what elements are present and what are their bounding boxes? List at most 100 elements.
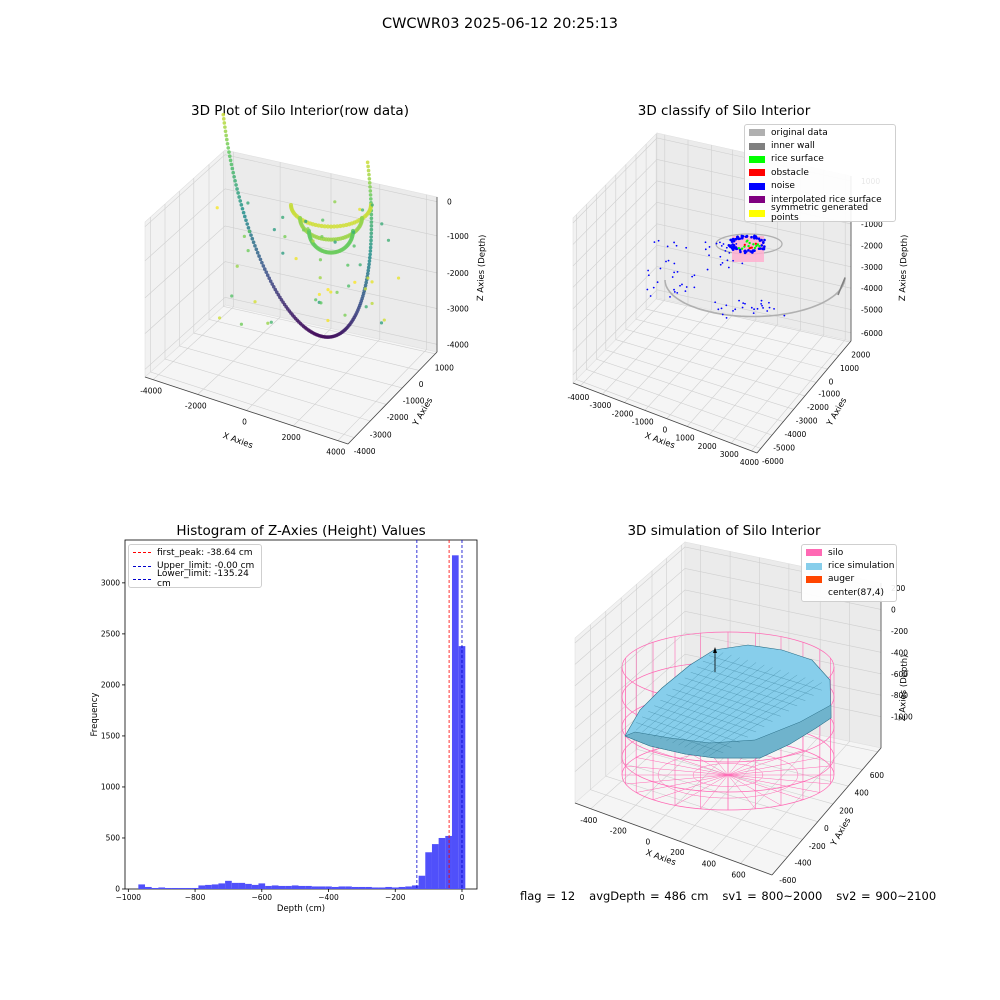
p2-rice-point: [752, 243, 755, 246]
p2-noise-point: [722, 243, 725, 245]
p1-data-point: [368, 185, 372, 189]
silo-floor-spoke: [727, 757, 820, 776]
p4-z-gridline: [574, 632, 882, 730]
p2-noise-point: [721, 261, 724, 264]
histogram-bar: [398, 886, 406, 889]
p1-data-point: [261, 264, 266, 268]
rice-mesh-line: [654, 659, 748, 737]
p2-noise-point: [725, 316, 728, 319]
p2-x-tick-label: 0: [662, 426, 667, 435]
p2-noise-point: [693, 274, 696, 277]
classify-legend: original data inner wall rice surface obsta…: [744, 124, 896, 223]
legend-swatch: [749, 182, 765, 190]
p1-data-point: [333, 200, 337, 204]
p1-data-point: [234, 183, 238, 187]
p1-data-point: [240, 206, 245, 211]
histogram-bar: [305, 885, 312, 889]
p1-z-gridline: [144, 154, 438, 227]
p1-x-axis-label: X Axies: [221, 431, 254, 451]
p1-x-axis-line: [144, 376, 349, 445]
simulation-3d-plot: -400-2000200400600-600-400-2000200400600…: [574, 541, 913, 885]
p2-noise-point: [724, 249, 727, 252]
p2-noise-point: [675, 244, 678, 247]
legend-label: first_peak: -38.64 cm: [157, 547, 253, 558]
histogram-x-label: Depth (cm): [277, 904, 325, 914]
p1-data-point: [369, 235, 373, 239]
legend-item-obstacle: obstacle: [745, 166, 895, 179]
p1-data-point: [369, 231, 374, 236]
p1-data-point: [297, 215, 303, 221]
rice-mesh-line: [660, 662, 757, 739]
p2-x-tick-label: -2000: [612, 410, 634, 419]
p2-noise-point: [719, 255, 722, 258]
rice-mesh-line: [642, 654, 732, 733]
p2-noise-point: [704, 248, 707, 251]
x-tick-label: −600: [251, 893, 272, 902]
p1-data-point: [242, 214, 247, 219]
p1-x-gridline: [337, 194, 427, 441]
p1-z-gridline: [144, 261, 438, 334]
p1-data-point: [233, 179, 237, 183]
p2-noise-point: [719, 263, 722, 266]
p1-y-tick-label: -1000: [403, 397, 425, 406]
p2-rice-point: [748, 241, 751, 245]
histogram-bar: [445, 835, 452, 889]
histogram-bar: [338, 886, 346, 889]
p1-data-point: [232, 174, 236, 179]
p1-z-gridline: [144, 296, 438, 370]
histogram-bar: [198, 885, 206, 889]
p2-y-tick-label: 2000: [851, 350, 870, 359]
p4-x-tick-label: 200: [670, 848, 685, 857]
p1-data-point: [382, 318, 386, 322]
p1-z-tick-label: -3000: [447, 305, 469, 314]
p2-noise-point: [728, 252, 731, 254]
legend-item-silo: silo: [802, 546, 896, 559]
histogram-bar: [138, 884, 146, 889]
p1-x-tick-label: 4000: [326, 448, 345, 457]
p4-y-gridline: [590, 624, 788, 858]
p1-data-point: [367, 259, 372, 263]
p2-noise-point: [734, 308, 737, 311]
p1-data-point: [269, 320, 273, 324]
p4-z-tick-label: 0: [891, 605, 896, 614]
y-tick-label: 3000: [101, 578, 120, 587]
legend-label: obstacle: [771, 167, 809, 178]
legend-swatch: [749, 155, 765, 163]
p1-y-tick-label: 0: [419, 380, 424, 389]
histogram-bar: [291, 885, 299, 889]
p2-noise-point: [763, 238, 766, 242]
p1-data-point: [396, 276, 401, 280]
p1-y-gridline: [193, 178, 403, 389]
p2-noise-point: [673, 291, 676, 293]
p1-data-point: [319, 301, 323, 305]
p2-noise-point: [744, 302, 746, 305]
p2-noise-point: [649, 295, 652, 297]
flag-text: flag = 12: [520, 889, 576, 903]
p1-data-point: [288, 202, 294, 208]
p1-data-point: [231, 170, 236, 175]
p2-noise-point: [738, 237, 742, 240]
p1-data-point: [369, 224, 374, 228]
p1-data-point: [255, 250, 260, 255]
avg-depth-text: avgDepth = 486 cm: [589, 889, 709, 903]
figure-title: CWCWR03 2025-06-12 20:25:13: [381, 16, 619, 32]
x-tick-label: 0: [460, 893, 465, 902]
p4-y-tick-label: -600: [779, 876, 796, 885]
panel2-title: 3D classify of Silo Interior: [637, 103, 811, 119]
legend-swatch: [806, 575, 822, 583]
histogram-bar: [298, 885, 306, 889]
p1-data-point: [273, 287, 278, 292]
p1-data-point: [227, 150, 231, 154]
p4-y-tick-label: 600: [870, 771, 885, 780]
p2-noise-point: [665, 260, 667, 263]
silo-floor-spoke: [652, 750, 729, 776]
p1-x-tick-label: -2000: [185, 401, 207, 410]
histogram-bar: [251, 884, 259, 889]
p2-x-axis-label: X Axies: [643, 431, 676, 451]
p2-noise-point: [755, 237, 759, 240]
legend-label: auger: [828, 574, 855, 585]
p2-noise-point: [659, 267, 662, 270]
histogram-bar: [431, 844, 439, 889]
p1-data-point: [322, 224, 327, 229]
histogram-legend: first_peak: -38.64 cm Upper_limit: -0.00 …: [128, 544, 262, 589]
